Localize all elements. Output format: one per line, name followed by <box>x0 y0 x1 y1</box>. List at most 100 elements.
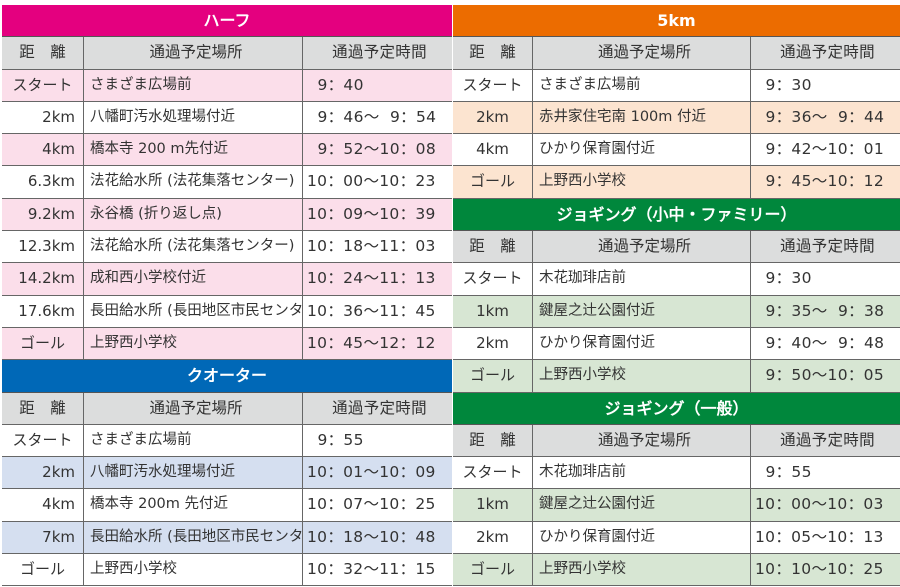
distance-cell: ゴール <box>2 327 84 360</box>
distance-cell: 1km <box>453 295 533 327</box>
time-cell: 10：10～10：25 <box>755 560 884 579</box>
place-cell: 法花給水所 (法花集落センター) <box>84 231 303 263</box>
time-cell: 9：55 <box>755 463 812 482</box>
distance-cell: 1km <box>453 489 533 521</box>
distance-cell: スタート <box>453 457 533 489</box>
header-distance: 距 離 <box>453 231 533 263</box>
time-cell: 10：18～10：48 <box>307 527 436 546</box>
place-cell: 長田給水所 (長田地区市民センター) <box>84 295 303 327</box>
header-distance: 距 離 <box>2 392 84 424</box>
distance-cell: 2km <box>453 521 533 554</box>
schedule-table: ジョギング（一般）距 離通過予定場所 通過予定時間 スタート 木花珈琲店前 9：55 1… <box>453 392 900 587</box>
header-time: 通過予定時間 <box>332 398 427 417</box>
place-cell: 八幡町汚水処理場付近 <box>84 101 303 134</box>
table-row: 9.2km 永谷橋 (折り返し点) 10：09～10：39 <box>2 198 452 232</box>
table-row: スタート さまざま広場前 9：40 <box>2 69 452 102</box>
table-row: ゴール 上野西小学校 10：32～11：15 <box>2 554 452 587</box>
time-cell: 10：09～10：39 <box>307 204 436 223</box>
time-cell: 10：00～10：03 <box>755 495 884 514</box>
place-cell: ひかり保育園付近 <box>533 521 751 554</box>
header-place: 通過予定場所 <box>84 392 303 424</box>
distance-cell: 4km <box>453 134 533 166</box>
distance-cell: スタート <box>453 69 533 101</box>
header-time: 通過予定時間 <box>780 237 875 256</box>
time-cell: 9：46～ 9：54 <box>307 107 437 126</box>
table-header-row: 距 離通過予定場所 通過予定時間 <box>2 37 452 70</box>
distance-cell: スタート <box>2 69 84 101</box>
distance-cell: スタート <box>2 424 84 457</box>
table-header-row: 距 離通過予定場所 通過予定時間 <box>453 231 900 264</box>
table-row: 4km 橋本寺 200 m先付近 9：52～10：08 <box>2 134 452 167</box>
time-cell: 10：45～12：12 <box>307 333 436 352</box>
schedule-table: クオーター距 離通過予定場所 通過予定時間スタート さまざま広場前 9：55 2km 八… <box>2 360 452 587</box>
section-title: ジョギング（一般） <box>453 392 900 425</box>
table-row: 4km 橋本寺 200m 先付近 10：07～10：25 <box>2 489 452 522</box>
distance-cell: ゴール <box>2 554 84 586</box>
table-row: スタート さまざま広場前 9：55 <box>2 424 452 458</box>
place-cell: 上野西小学校 <box>84 327 303 360</box>
section-title: ハーフ <box>2 5 452 38</box>
distance-cell: 2km <box>2 101 84 134</box>
place-cell: 鍵屋之辻公園付近 <box>533 295 751 327</box>
table-header-row: 距 離通過予定場所 通過予定時間 <box>2 392 452 425</box>
table-row: 12.3km 法花給水所 (法花集落センター) 10：18～11：03 <box>2 231 452 264</box>
distance-cell: ゴール <box>453 554 533 586</box>
time-cell: 9：40～ 9：48 <box>755 333 885 352</box>
distance-cell: ゴール <box>453 360 533 392</box>
table-row: 1km 鍵屋之辻公園付近 9：35～ 9：38 <box>453 295 900 328</box>
distance-cell: ゴール <box>453 166 533 198</box>
time-cell: 10：07～10：25 <box>307 495 436 514</box>
section-title: クオーター <box>2 360 452 393</box>
table-row: 2km ひかり保育園付近 10：05～10：13 <box>453 521 900 555</box>
time-cell: 9：50～10：05 <box>755 366 884 385</box>
place-cell: ひかり保育園付近 <box>533 327 751 360</box>
distance-cell: 7km <box>2 521 84 554</box>
table-row: 17.6km 長田給水所 (長田地区市民センター) 10：36～11：45 <box>2 295 452 328</box>
place-cell: 上野西小学校 <box>533 166 751 198</box>
time-cell: 10：36～11：45 <box>307 301 436 320</box>
place-cell: 成和西小学校付近 <box>84 263 303 295</box>
distance-cell: 4km <box>2 489 84 521</box>
table-row: ゴール 上野西小学校 9：45～10：12 <box>453 166 900 199</box>
table-row: ゴール 上野西小学校 9：50～10：05 <box>453 360 900 393</box>
time-cell: 9：52～10：08 <box>307 140 436 159</box>
place-cell: 橋本寺 200m 先付近 <box>84 489 303 521</box>
place-cell: 八幡町汚水処理場付近 <box>84 457 303 489</box>
header-time: 通過予定時間 <box>780 43 875 62</box>
left-column: ハーフ距 離通過予定場所 通過予定時間 スタート さまざま広場前 9：40 2km 八幡町… <box>2 5 452 587</box>
place-cell: さまざま広場前 <box>84 424 303 457</box>
place-cell: さまざま広場前 <box>84 69 303 101</box>
table-row: 2km ひかり保育園付近 9：40～ 9：48 <box>453 327 900 361</box>
time-cell: 10：32～11：15 <box>307 560 436 579</box>
table-row: ゴール 上野西小学校 10：10～10：25 <box>453 554 900 587</box>
place-cell: 上野西小学校 <box>533 360 751 392</box>
table-row: 1km 鍵屋之辻公園付近 10：00～10：03 <box>453 489 900 522</box>
table-row: ゴール 上野西小学校 10：45～12：12 <box>2 327 452 361</box>
table-row: 7km 長田給水所 (長田地区市民センター) 10：18～10：48 <box>2 521 452 555</box>
time-cell: 10：05～10：13 <box>755 527 884 546</box>
distance-cell: 4km <box>2 134 84 166</box>
table-header-row: 距 離通過予定場所 通過予定時間 <box>453 37 900 70</box>
time-cell: 9：30 <box>755 75 812 94</box>
time-cell: 9：30 <box>755 269 812 288</box>
time-cell: 10：00～10：23 <box>307 172 436 191</box>
table-row: 4km ひかり保育園付近 9：42～10：01 <box>453 134 900 167</box>
distance-cell: 2km <box>453 327 533 360</box>
distance-cell: 12.3km <box>2 231 84 263</box>
section-title: 5km <box>453 5 900 38</box>
schedule-table: 5km 距 離通過予定場所 通過予定時間 スタート さまざま広場前 9：30 2km 赤井家… <box>453 5 900 199</box>
header-place: 通過予定場所 <box>84 37 303 69</box>
time-cell: 10：01～10：09 <box>307 463 436 482</box>
time-cell: 10：24～11：13 <box>307 269 436 288</box>
header-place: 通過予定場所 <box>533 424 751 457</box>
header-place: 通過予定場所 <box>533 37 751 69</box>
schedule-table: ハーフ距 離通過予定場所 通過予定時間 スタート さまざま広場前 9：40 2km 八幡町… <box>2 5 452 361</box>
section-title: ジョギング（小中・ファミリー） <box>453 198 900 232</box>
distance-cell: 2km <box>2 457 84 489</box>
place-cell: 上野西小学校 <box>84 554 303 586</box>
distance-cell: 9.2km <box>2 198 84 231</box>
place-cell: 鍵屋之辻公園付近 <box>533 489 751 521</box>
time-cell: 9：45～10：12 <box>755 172 884 191</box>
time-cell: 9：36～ 9：44 <box>755 107 885 126</box>
place-cell: 長田給水所 (長田地区市民センター) <box>84 521 303 554</box>
